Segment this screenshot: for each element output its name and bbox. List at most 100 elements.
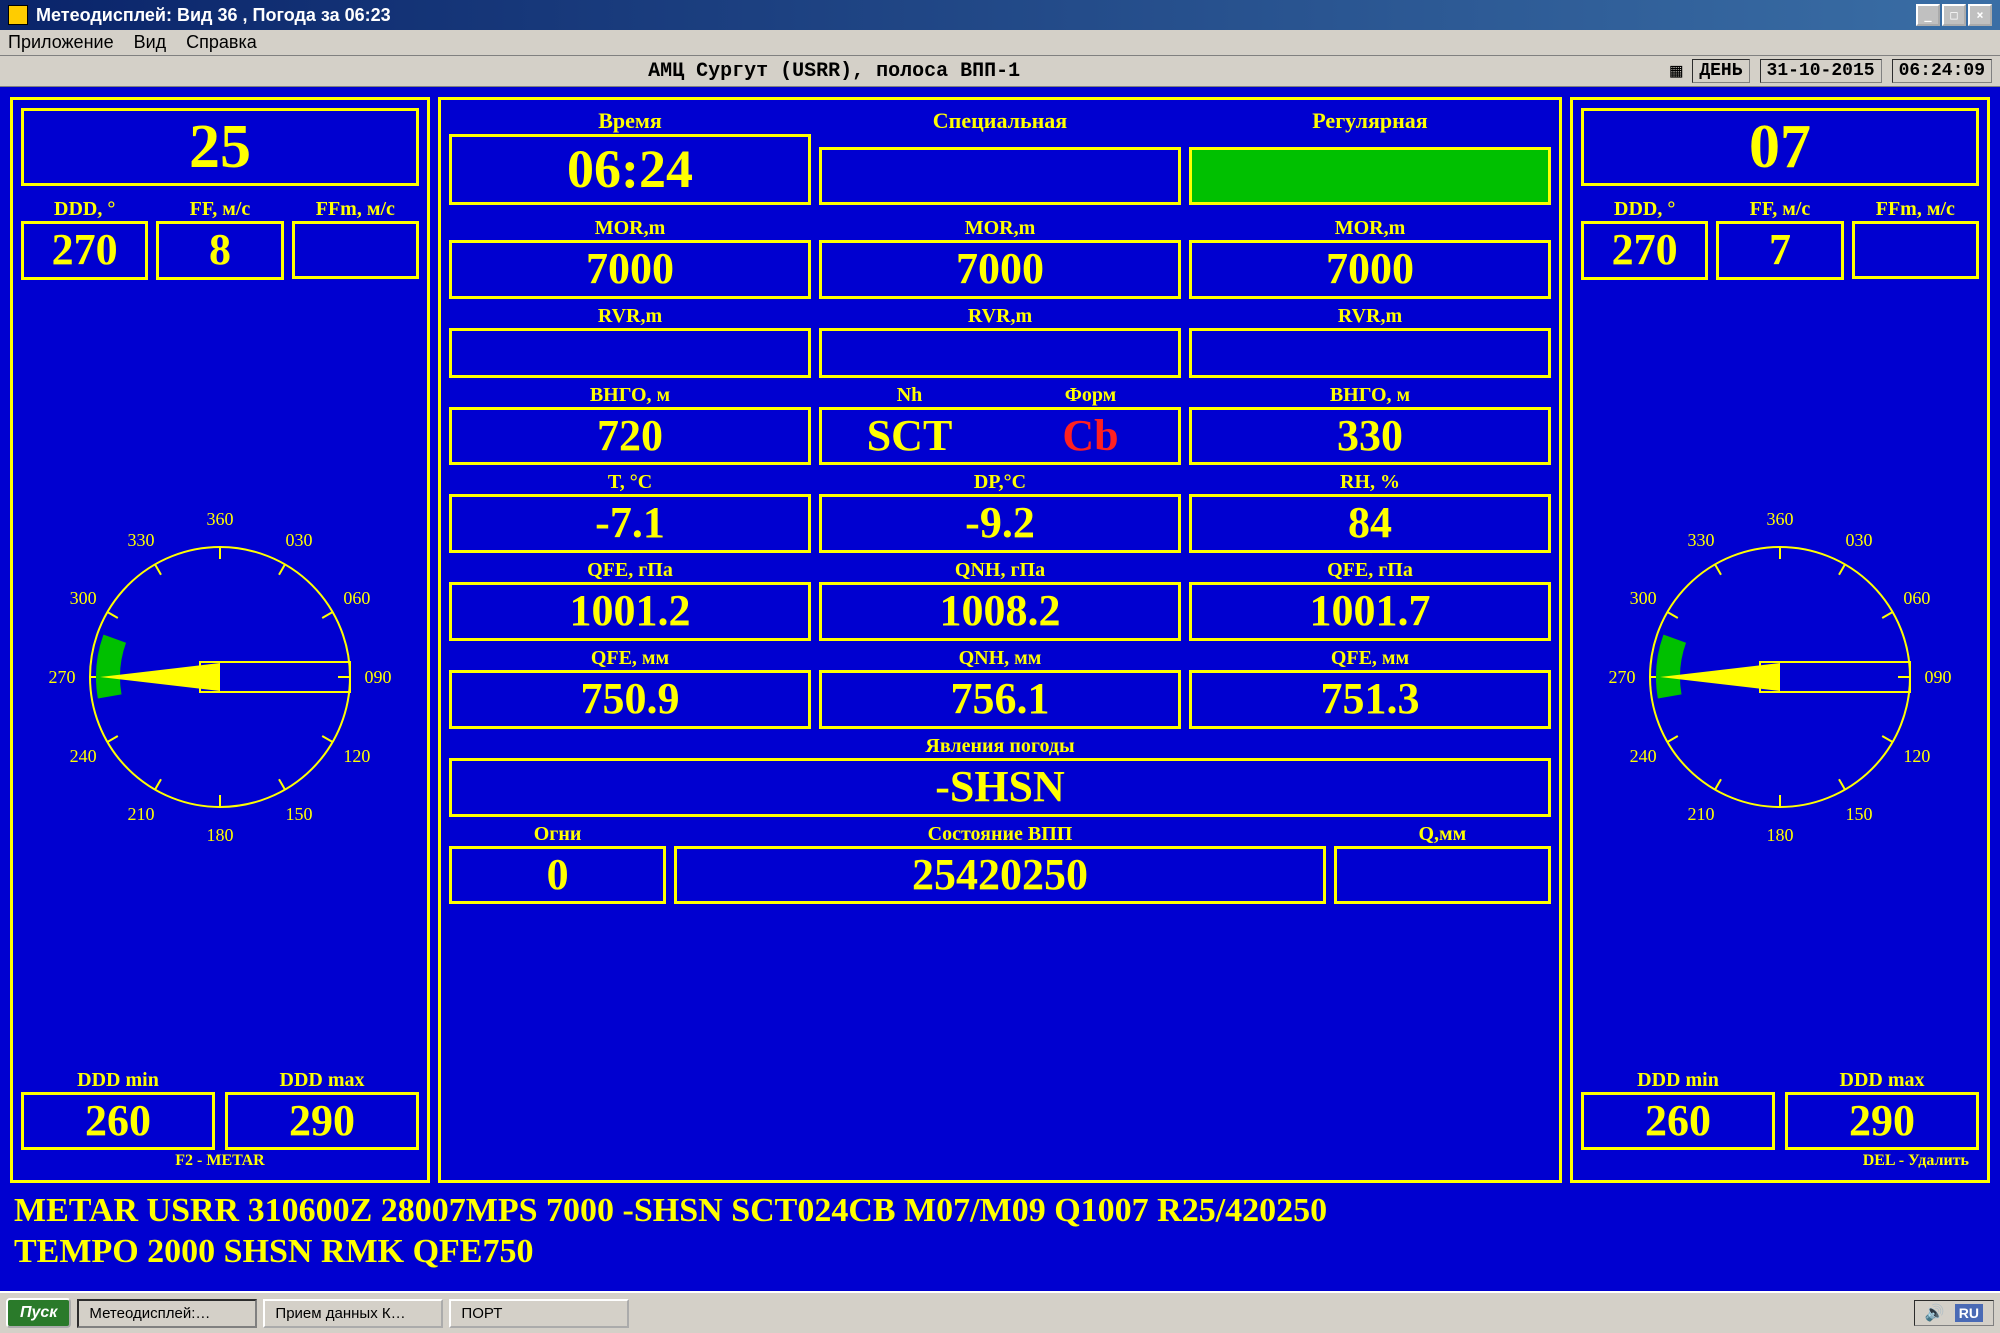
rvr-2 (819, 328, 1181, 378)
dddmax-label: DDD max (225, 1069, 419, 1092)
ogni-value: 0 (449, 846, 666, 905)
menu-view[interactable]: Вид (134, 32, 167, 53)
ff-value: 8 (156, 221, 283, 280)
runway-left: 25 (21, 108, 419, 186)
special-label: Специальная (819, 108, 1181, 147)
svg-text:360: 360 (207, 509, 234, 529)
app-window: Метеодисплей: Вид 36 , Погода за 06:23 _… (0, 0, 2000, 1333)
close-button[interactable]: × (1968, 4, 1992, 26)
ff-value-r: 7 (1716, 221, 1843, 280)
svg-text:210: 210 (1688, 804, 1715, 824)
qfe2-hpa-label: QFE, гПа (1189, 559, 1551, 582)
dddmin-label-r: DDD min (1581, 1069, 1775, 1092)
svg-text:240: 240 (1630, 746, 1657, 766)
svg-text:270: 270 (1609, 667, 1636, 687)
task-button-2[interactable]: Прием данных К… (263, 1299, 443, 1328)
toolbar: АМЦ Сургут (USRR), полоса ВПП-1 ▦ ДЕНЬ 3… (0, 56, 2000, 87)
wx-value: -SHSN (449, 758, 1551, 817)
qnh-hpa: 1008.2 (819, 582, 1181, 641)
ff-label-r: FF, м/с (1716, 198, 1843, 221)
tray-icon: 🔊 (1925, 1303, 1945, 1323)
qfe-mm: 750.9 (449, 670, 811, 729)
minimize-button[interactable]: _ (1916, 4, 1940, 26)
svg-text:150: 150 (1846, 804, 1873, 824)
ogni-label: Огни (449, 823, 666, 846)
rwycond-value: 25420250 (674, 846, 1326, 905)
mor-2: 7000 (819, 240, 1181, 299)
mor-label-3: MOR,m (1189, 217, 1551, 240)
svg-text:240: 240 (70, 746, 97, 766)
taskbar: Пуск Метеодисплей:… Прием данных К… ПОРТ… (0, 1291, 2000, 1333)
metar-text: METAR USRR 310600Z 28007MPS 7000 -SHSN S… (10, 1183, 1990, 1281)
window-title: Метеодисплей: Вид 36 , Погода за 06:23 (36, 5, 391, 26)
svg-text:030: 030 (1846, 530, 1873, 550)
obs-time: 06:24 (449, 134, 811, 205)
dddmax-value-r: 290 (1785, 1092, 1979, 1151)
regular-label: Регулярная (1189, 108, 1551, 147)
svg-text:300: 300 (1630, 588, 1657, 608)
rvr-3 (1189, 328, 1551, 378)
vngo-label-1: ВНГО, м (449, 384, 811, 407)
q-label: Q,мм (1334, 823, 1551, 846)
ffm-value (292, 221, 419, 279)
task-button-3[interactable]: ПОРТ (449, 1299, 629, 1328)
runway-right: 07 (1581, 108, 1979, 186)
svg-text:330: 330 (128, 530, 155, 550)
mor-label-2: MOR,m (819, 217, 1181, 240)
rh-label: RH, % (1189, 471, 1551, 494)
mor-1: 7000 (449, 240, 811, 299)
dp-value: -9.2 (819, 494, 1181, 553)
time-label: Время (449, 108, 811, 134)
qfe-hpa-label: QFE, гПа (449, 559, 811, 582)
rvr-label-1: RVR,m (449, 305, 811, 328)
time-field: 06:24:09 (1892, 59, 1992, 83)
vngo-1: 720 (449, 407, 811, 466)
dddmin-value: 260 (21, 1092, 215, 1151)
system-tray: 🔊 RU (1914, 1300, 1994, 1326)
svg-text:090: 090 (1925, 667, 1952, 687)
menu-help[interactable]: Справка (186, 32, 257, 53)
start-button[interactable]: Пуск (6, 1298, 71, 1328)
regular-value (1189, 147, 1551, 205)
ffm-value-r (1852, 221, 1979, 279)
menubar: Приложение Вид Справка (0, 30, 2000, 56)
metar-line-2: TEMPO 2000 SHSN RMK QFE750 (14, 1232, 1986, 1273)
svg-text:120: 120 (343, 746, 370, 766)
q-value (1334, 846, 1551, 904)
qfe2-mm-label: QFE, мм (1189, 647, 1551, 670)
qfe2-hpa: 1001.7 (1189, 582, 1551, 641)
dddmin-label: DDD min (21, 1069, 215, 1092)
svg-text:210: 210 (128, 804, 155, 824)
app-icon (8, 5, 28, 25)
lang-indicator[interactable]: RU (1955, 1304, 1983, 1322)
task-button-1[interactable]: Метеодисплей:… (77, 1299, 257, 1328)
ddd-label: DDD, ° (21, 198, 148, 221)
rvr-1 (449, 328, 811, 378)
rvr-label-2: RVR,m (819, 305, 1181, 328)
center-panel: Время 06:24 Специальная Регулярная MOR,m… (438, 97, 1562, 1183)
cloud-box: SCT Cb (819, 407, 1181, 466)
svg-text:090: 090 (365, 667, 392, 687)
ddd-value: 270 (21, 221, 148, 280)
gauge-icon: ▦ (1670, 58, 1682, 84)
titlebar: Метеодисплей: Вид 36 , Погода за 06:23 _… (0, 0, 2000, 30)
svg-text:180: 180 (1767, 825, 1794, 845)
mor-label-1: MOR,m (449, 217, 811, 240)
wx-label: Явления погоды (449, 735, 1551, 758)
main-area: 25 DDD, ° 270 FF, м/с 8 FFm, м/с 3600300… (0, 87, 2000, 1291)
ddd-label-r: DDD, ° (1581, 198, 1708, 221)
qnh-mm-label: QNH, мм (819, 647, 1181, 670)
wind-compass-right: 360030060090120150180210240270300330 (1581, 306, 1979, 1049)
qfe-hpa: 1001.2 (449, 582, 811, 641)
del-hint: DEL - Удалить (1581, 1150, 1979, 1172)
metar-line-1: METAR USRR 310600Z 28007MPS 7000 -SHSN S… (14, 1191, 1986, 1232)
svg-text:060: 060 (343, 588, 370, 608)
rh-value: 84 (1189, 494, 1551, 553)
day-indicator: ДЕНЬ (1692, 59, 1749, 83)
menu-app[interactable]: Приложение (8, 32, 114, 53)
rwycond-label: Состояние ВПП (674, 823, 1326, 846)
f2-hint: F2 - METAR (21, 1150, 419, 1172)
maximize-button[interactable]: □ (1942, 4, 1966, 26)
qnh-hpa-label: QNH, гПа (819, 559, 1181, 582)
qfe-mm-label: QFE, мм (449, 647, 811, 670)
